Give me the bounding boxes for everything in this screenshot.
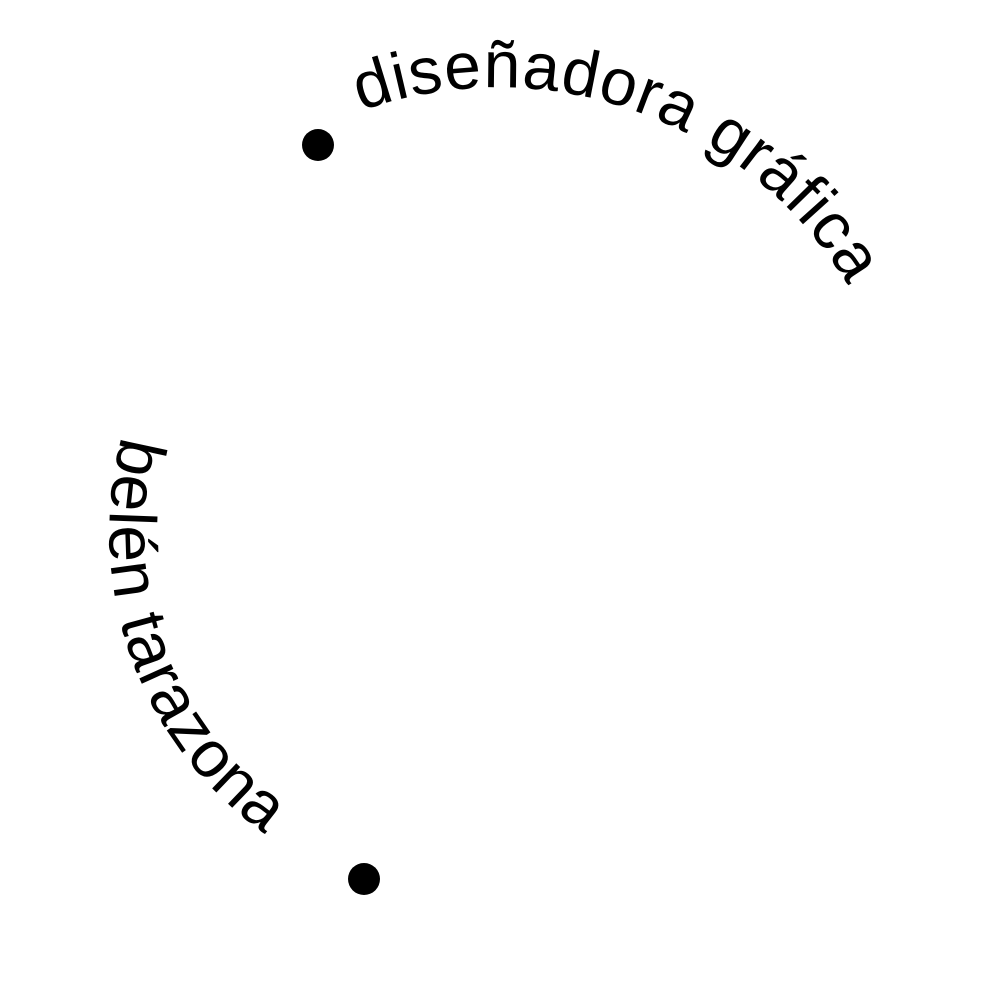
separator-dot-top xyxy=(302,129,334,161)
name-arc-text: belén tarazona xyxy=(95,433,303,846)
name-text: belén tarazona xyxy=(95,433,302,846)
title-text: diseñadora gráfica xyxy=(343,27,898,294)
separator-dot-bottom xyxy=(348,863,380,895)
title-arc-text: diseñadora gráfica xyxy=(343,27,899,294)
